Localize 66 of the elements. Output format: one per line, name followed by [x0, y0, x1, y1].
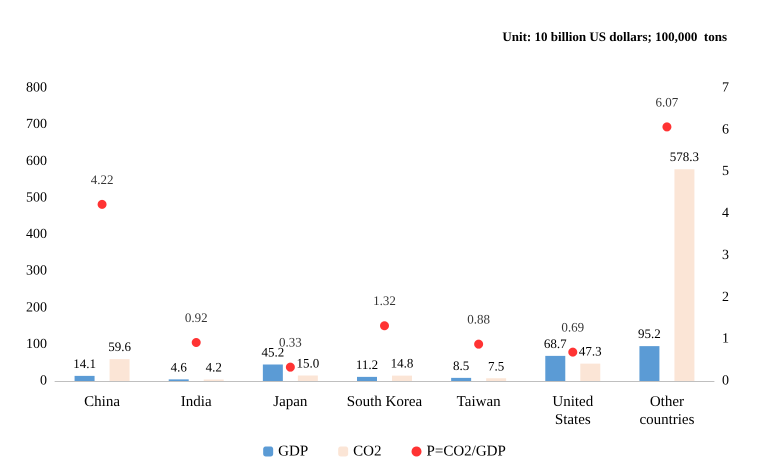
y2-tick-label: 4: [722, 206, 729, 222]
data-label: 0.92: [184, 310, 208, 325]
x-tick-label: India: [180, 394, 212, 410]
bar: [674, 169, 694, 381]
data-label: 11.2: [356, 356, 378, 372]
x-tick-label: Taiwan: [456, 394, 502, 410]
bar: [580, 364, 600, 381]
bar: [486, 378, 506, 381]
bar: [110, 359, 130, 381]
data-label: 4.6: [170, 359, 188, 374]
y2-tick-label: 3: [722, 248, 729, 263]
text: Unit: 10 billion US dollars; 100,000 tons: [502, 29, 728, 44]
y-tick-label: 200: [26, 300, 47, 316]
point: [662, 122, 672, 132]
y-tick-label: 700: [26, 117, 47, 132]
y2-tick-label: 2: [722, 290, 729, 305]
point: [286, 362, 295, 372]
y-tick-label: 300: [26, 264, 47, 279]
legend-label: CO2: [353, 444, 382, 460]
data-label: 4.2: [206, 359, 222, 374]
data-label: 47.3: [578, 344, 602, 359]
y-tick-label: 0: [40, 374, 47, 388]
bar: [357, 376, 377, 381]
y-tick-label: 800: [26, 80, 47, 96]
bar: [545, 356, 566, 381]
data-label: 14.1: [73, 356, 96, 371]
y2-tick-label: 6: [722, 122, 729, 138]
data-label: 578.3: [670, 149, 700, 164]
point: [474, 340, 484, 349]
data-label: 0.69: [561, 320, 584, 335]
bar: [262, 364, 283, 381]
bar: [639, 346, 660, 381]
point: [98, 200, 107, 209]
data-label: 68.7: [544, 336, 568, 351]
data-label: 15.0: [296, 356, 320, 371]
data-label: 8.5: [453, 358, 470, 373]
y2-tick-label: 5: [722, 164, 729, 180]
data-label: 14.8: [390, 356, 414, 371]
data-label: 1.32: [373, 293, 396, 308]
data-label: 59.6: [108, 339, 132, 354]
data-label: 7.5: [488, 358, 504, 374]
legend-label: P=CO2/GDP: [426, 444, 506, 460]
y-tick-label: 100: [26, 336, 47, 352]
bar: [451, 378, 472, 381]
data-label: 95.2: [638, 326, 661, 342]
bar: [74, 376, 95, 381]
x-tick-label: Other countries: [639, 394, 695, 428]
bar: [298, 376, 318, 381]
y2-tick-label: 1: [722, 332, 729, 347]
point: [380, 321, 389, 330]
y2-tick-label: 7: [722, 80, 729, 96]
x-tick-label: South Korea: [346, 394, 423, 410]
x-tick-label: Japan: [273, 394, 308, 410]
data-label: 6.07: [656, 94, 679, 110]
point: [568, 348, 578, 357]
x-tick-label: United States: [552, 394, 594, 428]
y2-tick-label: 0: [722, 374, 729, 388]
y-tick-label: 400: [26, 227, 47, 242]
bar: [392, 376, 412, 381]
data-label: 4.22: [90, 172, 114, 187]
y-tick-label: 500: [26, 190, 47, 206]
legend-label: GDP: [278, 444, 308, 460]
data-label: 0.88: [467, 312, 490, 327]
y-tick-label: 600: [26, 154, 47, 169]
x-tick-label: China: [84, 394, 120, 410]
point: [192, 338, 201, 347]
